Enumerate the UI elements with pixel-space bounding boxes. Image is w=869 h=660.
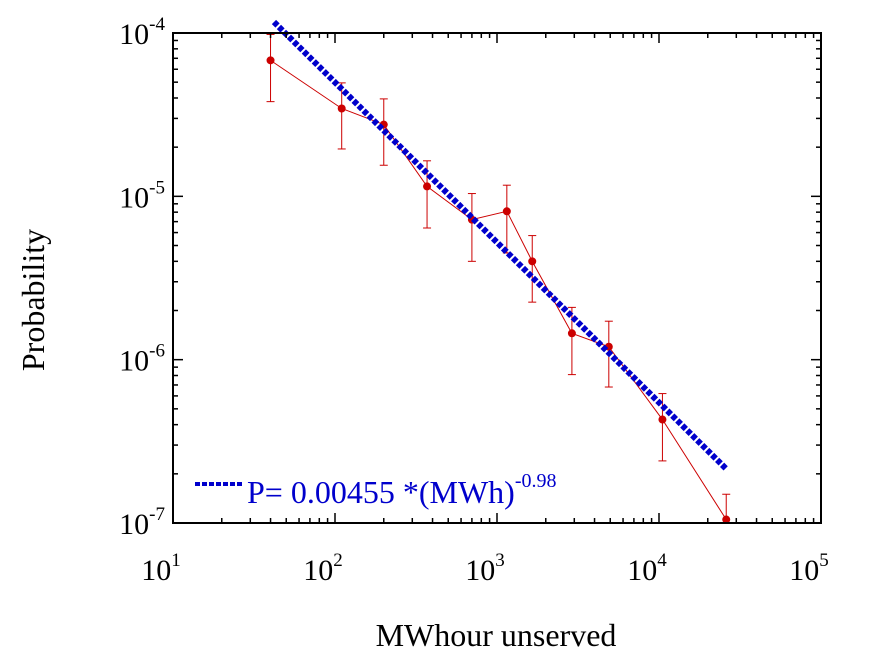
error-bars — [266, 33, 731, 524]
legend: P= 0.00455 *(MWh)-0.98 — [195, 470, 556, 510]
x-tick-label: 101 — [141, 550, 181, 587]
data-point — [337, 104, 346, 113]
x-tick-label: 104 — [627, 550, 667, 587]
plot-frame — [172, 32, 822, 524]
y-tick-label: 10-5 — [119, 177, 165, 214]
data-point — [658, 415, 667, 424]
data-point — [567, 329, 576, 338]
data-point — [722, 515, 731, 524]
legend-text: P= 0.00455 *(MWh)-0.98 — [247, 470, 556, 510]
data-point — [502, 207, 511, 216]
fit-series — [271, 19, 729, 472]
data-point — [266, 56, 275, 65]
x-tick-label: 102 — [303, 550, 343, 587]
axis-ticks — [172, 32, 822, 524]
plot-border — [172, 32, 822, 524]
x-axis-title: MWhour unserved — [376, 617, 617, 653]
legend-exponent: -0.98 — [515, 470, 557, 492]
y-tick-label: 10-4 — [119, 14, 165, 51]
data-line — [270, 59, 727, 520]
x-tick-label: 105 — [789, 550, 829, 587]
data-point — [423, 182, 432, 191]
y-tick-label: 10-7 — [119, 504, 165, 541]
y-axis-title: Probability — [15, 229, 51, 371]
data-point — [528, 257, 537, 266]
y-tick-label: 10-6 — [119, 341, 165, 378]
x-tick-label: 103 — [465, 550, 505, 587]
tick-labels: 101 102 103 104 105 10-7 10-6 10-5 10-4 — [119, 14, 829, 587]
data-series — [266, 56, 731, 524]
fit-line — [271, 19, 729, 472]
legend-label: P= 0.00455 *(MWh) — [247, 474, 515, 510]
